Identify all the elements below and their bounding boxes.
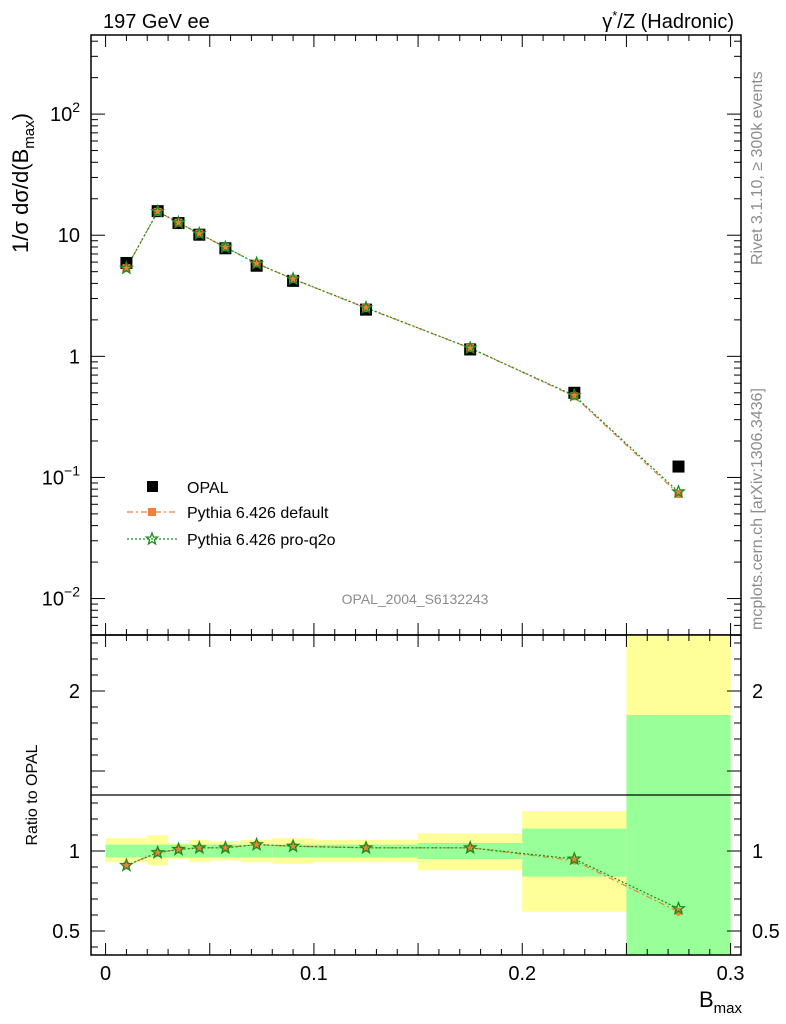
proq2o-ratio-point: [358, 839, 374, 855]
ratio-ylabel: Ratio to OPAL: [24, 744, 41, 845]
legend-default-marker: [148, 508, 156, 516]
ytick-base: 1: [69, 346, 80, 368]
x-tick-label-3: 0.3: [717, 963, 745, 985]
ratio-markers: [118, 836, 686, 916]
x-axis-label: Bmax: [699, 987, 743, 1017]
main-ticks: [91, 35, 741, 636]
proq2o-ratio-point: [462, 839, 478, 855]
main-line-default: [125, 210, 679, 495]
default-point: [153, 207, 162, 216]
x-tick-labels: 0 0.1 0.2 0.3: [100, 963, 744, 985]
main-ylabel-post: ): [8, 113, 33, 120]
proq2o-ratio-point: [150, 844, 166, 860]
ratio-ytick-label-right-1: 1: [752, 841, 763, 863]
proq2o-ratio-point: [191, 839, 207, 855]
main-line-proq2o: [125, 210, 679, 493]
process-label-prefix: γ: [602, 11, 612, 33]
default-point: [195, 229, 204, 238]
mcplots-label: mcplots.cern.ch [arXiv:1306.3436]: [749, 388, 766, 630]
legend-proq2o-marker: [144, 531, 160, 546]
proq2o-point: [191, 225, 207, 240]
process-label: γ*/Z (Hadronic): [602, 8, 734, 33]
proq2o-point: [118, 260, 134, 275]
default-point: [252, 259, 261, 268]
main-ytick-label-2: 1: [69, 346, 80, 368]
ytick-base: 10: [42, 467, 64, 489]
main-ytick-label-0: 10−2: [42, 584, 80, 611]
legend: OPAL Pythia 6.426 default Pythia 6.426 p…: [127, 480, 336, 549]
proq2o-point: [462, 340, 478, 355]
analysis-watermark: OPAL_2004_S6132243: [342, 591, 489, 607]
x-tick-label-1: 0.1: [300, 963, 328, 985]
proq2o-ratio-point: [566, 851, 582, 866]
ratio-ytick-label-1: 1: [69, 841, 80, 863]
legend-opal-marker: [147, 481, 158, 492]
main-ytick-label-3: 10: [58, 225, 80, 247]
default-point: [570, 392, 579, 401]
ratio-ytick-label-right-0: 0.5: [752, 921, 780, 943]
main-ytick-label-4: 102: [50, 99, 80, 126]
ratio-ytick-label-0: 0.5: [52, 921, 80, 943]
proq2o-ratio-point: [285, 838, 301, 853]
proq2o-ratio-point: [671, 900, 686, 916]
legend-default-label: Pythia 6.426 default: [187, 505, 329, 522]
x-tick-label-0: 0: [100, 963, 111, 985]
proq2o-point: [171, 214, 186, 229]
legend-opal-label: OPAL: [187, 480, 229, 497]
ratio-ticks: [91, 635, 741, 955]
opal-point: [672, 460, 685, 473]
rivet-version-label: Rivet 3.1.10, ≥ 300k events: [749, 71, 766, 265]
ratio-ytick-labels: 0.5 0.5 1 1 2 2: [52, 681, 780, 943]
ratio-ytick-label-2: 2: [69, 681, 80, 703]
x-tick-label-2: 0.2: [508, 963, 536, 985]
proq2o-point: [566, 387, 582, 402]
ytick-base: 10: [42, 589, 64, 611]
ratio-frame: [90, 634, 742, 956]
band-inner-0: [105, 844, 148, 858]
x-axis-label-base: B: [699, 987, 714, 1012]
energy-label: 197 GeV ee: [103, 11, 210, 33]
proq2o-ratio-point: [118, 857, 134, 872]
x-axis-label-sub: max: [714, 1000, 743, 1017]
main-ylabel-pre: 1/σ dσ/d(B: [8, 149, 33, 253]
band-inner-6: [272, 844, 314, 858]
proq2o-ratio-point: [217, 839, 233, 855]
process-label-suffix: /Z (Hadronic): [617, 11, 734, 33]
ytick-exponent: −2: [64, 584, 80, 600]
main-series-lines: [125, 210, 679, 495]
legend-proq2o-label: Pythia 6.426 pro-q2o: [187, 532, 336, 549]
ratio-ytick-label-right-2: 2: [752, 681, 763, 703]
default-point: [289, 274, 298, 283]
proq2o-point: [217, 239, 233, 254]
ratio-panel: 0.5 0.5 1 1 2 2 Ratio to OPAL: [24, 634, 780, 956]
proq2o-ratio-point: [171, 841, 186, 856]
proq2o-point: [150, 203, 166, 218]
proq2o-point: [671, 484, 686, 499]
main-ytick-label-1: 10−1: [42, 462, 80, 489]
default-point: [362, 304, 370, 313]
proq2o-ratio-point: [249, 836, 265, 852]
ytick-base: 10: [50, 104, 72, 126]
main-markers: [118, 203, 686, 499]
ytick-base: 10: [58, 225, 80, 247]
ytick-exponent: 2: [72, 99, 80, 115]
default-point: [122, 264, 131, 273]
default-point: [174, 218, 183, 227]
main-ylabel: 1/σ dσ/d(Bmax): [8, 113, 38, 253]
band-inner-10: [626, 715, 731, 955]
default-point: [221, 243, 230, 252]
band-inner-5: [241, 844, 273, 858]
proq2o-point: [249, 255, 265, 270]
proq2o-point: [285, 271, 301, 286]
process-label-sup: *: [612, 8, 617, 23]
proq2o-point: [358, 299, 374, 315]
ytick-exponent: −1: [64, 462, 80, 478]
default-point: [466, 344, 475, 353]
main-ylabel-sub: max: [21, 120, 38, 149]
